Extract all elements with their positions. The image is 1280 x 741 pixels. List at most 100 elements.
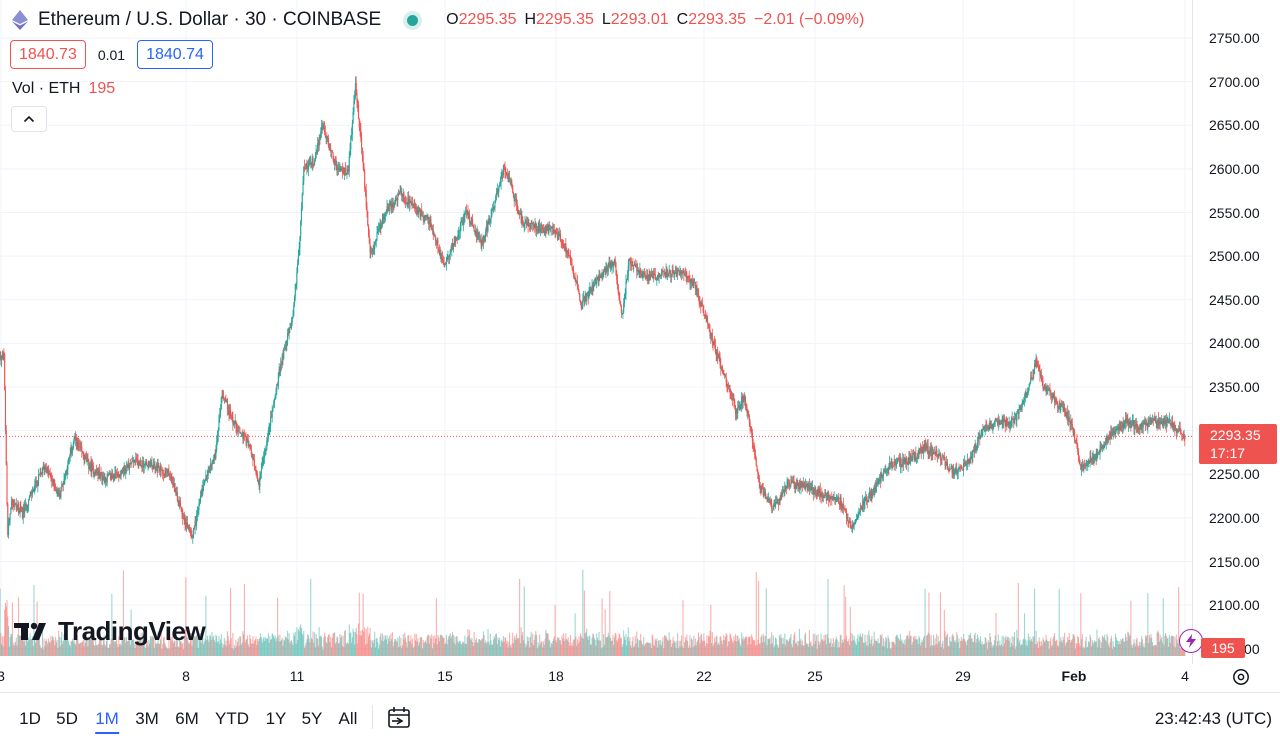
range-button-all[interactable]: All — [338, 709, 358, 728]
volume-bar — [1034, 643, 1036, 656]
lightning-icon[interactable] — [1179, 629, 1203, 653]
volume-bar — [61, 631, 63, 656]
candle-body — [209, 468, 211, 472]
volume-bar — [634, 636, 636, 656]
range-button-ytd[interactable]: YTD — [215, 709, 249, 728]
volume-bar — [925, 647, 927, 656]
range-button-6m[interactable]: 6M — [175, 709, 199, 728]
candle-body — [228, 410, 230, 415]
volume-bar — [746, 637, 748, 656]
sell-button[interactable]: 1840.73 — [10, 40, 86, 69]
candle-body — [90, 462, 92, 472]
volume-bar — [986, 649, 989, 656]
volume-bar — [887, 635, 889, 656]
volume-bar — [68, 644, 70, 656]
buy-button[interactable]: 1840.74 — [137, 40, 213, 69]
volume-bar — [865, 641, 867, 656]
candle-body — [791, 480, 794, 482]
candle-body — [901, 465, 903, 467]
time-axis[interactable]: 3 8 11 15 18 22 25 29 Feb 4 — [0, 664, 1192, 692]
go-to-date-icon[interactable] — [386, 705, 414, 731]
volume-bar — [32, 645, 34, 656]
candle-body — [560, 241, 562, 243]
symbol-title[interactable]: Ethereum / U.S. Dollar · 30 · COINBASE — [38, 9, 382, 30]
volume-bar — [1072, 634, 1074, 656]
candle-body — [878, 478, 880, 482]
volume-bar — [37, 638, 39, 656]
price-axis[interactable]: 2750.00 2700.00 2650.00 2600.00 2550.00 2500.… — [1192, 0, 1280, 664]
utc-clock[interactable]: 23:42:43 (UTC) — [1154, 709, 1272, 728]
candle-body — [789, 484, 791, 486]
candle-body — [1089, 456, 1091, 464]
candle-body — [1120, 426, 1122, 428]
candle-body — [152, 464, 155, 470]
candle-body — [280, 363, 282, 372]
candle-body — [136, 458, 138, 461]
candle-body — [248, 444, 250, 447]
candle-body — [1111, 430, 1113, 436]
chart-settings-button[interactable] — [1228, 664, 1254, 690]
volume-bar — [943, 648, 945, 656]
volume-bar — [1178, 587, 1180, 656]
volume-bar — [433, 642, 435, 656]
candle-body — [226, 399, 229, 409]
volume-bar — [557, 638, 559, 656]
volume-bar — [546, 633, 548, 656]
candle-body — [1167, 421, 1169, 423]
volume-bar — [512, 643, 514, 656]
candle-body — [586, 291, 588, 293]
range-button-3m[interactable]: 3M — [135, 709, 159, 728]
volume-bar — [898, 638, 900, 656]
candle-body — [122, 467, 124, 474]
candle-body — [288, 328, 290, 334]
chart-pane[interactable] — [0, 0, 1192, 656]
candle-body — [1118, 427, 1120, 431]
range-button-1d[interactable]: 1D — [19, 709, 41, 728]
volume-bar — [125, 636, 128, 656]
volume-bar — [415, 634, 417, 656]
candle-body — [292, 315, 294, 319]
candle-body — [185, 524, 187, 527]
candle-body — [1144, 421, 1146, 423]
candle-body — [1169, 419, 1171, 424]
volume-bar — [1111, 648, 1113, 656]
candle-body — [1165, 419, 1167, 424]
volume-bar — [650, 647, 652, 656]
volume-bar — [879, 643, 881, 656]
volume-bar — [1040, 646, 1042, 656]
volume-bar — [583, 638, 585, 656]
volume-bar — [779, 637, 781, 656]
candlestick-chart[interactable] — [0, 0, 1192, 656]
candle-body — [595, 282, 597, 284]
candle-body — [83, 456, 85, 460]
candle-body — [719, 355, 721, 365]
volume-bar — [705, 643, 707, 656]
range-button-5d[interactable]: 5D — [56, 709, 78, 728]
candle-body — [562, 244, 564, 246]
candle-body — [835, 500, 837, 502]
candle-body — [622, 312, 624, 314]
volume-bar — [768, 639, 770, 656]
candle-body — [4, 390, 7, 430]
candle-body — [1097, 451, 1100, 453]
candle-body — [327, 138, 329, 140]
candle-body — [679, 272, 681, 274]
volume-bar — [317, 645, 319, 656]
volume-bar — [314, 632, 316, 656]
range-button-5y[interactable]: 5Y — [301, 709, 323, 728]
volume-bar — [812, 633, 814, 656]
volume-bar — [190, 632, 192, 656]
volume-bar — [154, 631, 156, 656]
candle-body — [431, 228, 434, 230]
candle-body — [1088, 460, 1090, 464]
volume-bar — [145, 648, 147, 656]
candle-body — [116, 473, 118, 475]
candle-body — [196, 512, 198, 515]
candle-body — [112, 474, 114, 478]
collapse-legend-button[interactable] — [11, 106, 47, 132]
range-button-1y[interactable]: 1Y — [265, 709, 287, 728]
range-button-1m[interactable]: 1M — [95, 709, 119, 734]
candle-body — [918, 452, 920, 458]
volume-bar — [297, 629, 299, 656]
candle-body — [687, 276, 689, 279]
